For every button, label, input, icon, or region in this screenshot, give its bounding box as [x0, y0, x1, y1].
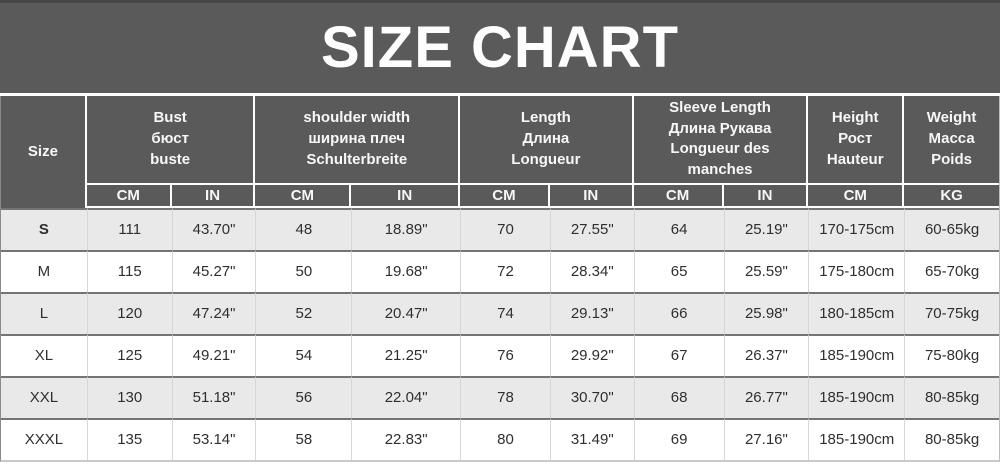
column-header-sleeve-length: Sleeve Length Длина Рукава Longueur des … [633, 96, 809, 183]
size-chart-table: Size Bust бюст buste shoulder width шири… [0, 96, 1000, 462]
bust-cm-cell: 120 [86, 291, 172, 334]
sleeve-cm-cell: 65 [633, 249, 724, 292]
weight-cell: 80-85kg [904, 375, 999, 418]
weight-cell: 70-75kg [904, 291, 999, 334]
unit-header-length-in: IN [549, 182, 634, 208]
unit-header-bust-cm: CM [86, 182, 172, 208]
shoulder-cm-cell: 48 [255, 207, 352, 250]
shoulder-in-cell: 22.04" [351, 375, 461, 418]
sleeve-in-cell: 25.98" [723, 291, 809, 334]
column-header-length: Length Длина Longueur [460, 96, 634, 183]
height-cell: 185-190cm [808, 375, 905, 418]
size-cell: M [1, 249, 87, 292]
length-in-cell: 27.55" [549, 207, 634, 250]
bust-in-cell: 45.27" [171, 249, 256, 292]
table-row: S 111 43.70" 48 18.89" 70 27.55" 64 25.1… [1, 207, 999, 250]
unit-header-weight-kg: KG [904, 182, 999, 208]
shoulder-cm-cell: 52 [255, 291, 352, 334]
shoulder-cm-cell: 56 [255, 375, 352, 418]
sleeve-in-cell: 26.77" [723, 375, 809, 418]
height-cell: 180-185cm [808, 291, 905, 334]
bust-cm-cell: 125 [86, 333, 172, 376]
bust-cm-cell: 111 [86, 207, 172, 250]
sleeve-in-cell: 27.16" [723, 417, 809, 460]
length-cm-cell: 76 [460, 333, 550, 376]
sleeve-cm-cell: 67 [633, 333, 724, 376]
size-cell: L [1, 291, 87, 334]
sleeve-in-cell: 26.37" [723, 333, 809, 376]
table-header: Size Bust бюст buste shoulder width шири… [1, 96, 999, 208]
shoulder-cm-cell: 50 [255, 249, 352, 292]
column-header-bust: Bust бюст buste [86, 96, 256, 183]
weight-cell: 65-70kg [904, 249, 999, 292]
table-row: XXL 130 51.18" 56 22.04" 78 30.70" 68 26… [1, 375, 999, 418]
length-cm-cell: 80 [460, 417, 550, 460]
length-cm-cell: 70 [460, 207, 550, 250]
height-cell: 170-175cm [808, 207, 905, 250]
sleeve-cm-cell: 64 [633, 207, 724, 250]
unit-header-shoulder-cm: CM [255, 182, 352, 208]
table-row: M 115 45.27" 50 19.68" 72 28.34" 65 25.5… [1, 249, 999, 292]
units-header-row: CM IN CM IN CM IN CM IN CM KG [1, 182, 999, 208]
length-cm-cell: 78 [460, 375, 550, 418]
unit-header-shoulder-in: IN [351, 182, 461, 208]
group-header-row: Size Bust бюст buste shoulder width шири… [1, 96, 999, 208]
size-cell: S [1, 207, 87, 250]
size-cell: XXL [1, 375, 87, 418]
page-title: SIZE CHART [321, 15, 679, 80]
unit-header-length-cm: CM [460, 182, 550, 208]
sleeve-cm-cell: 69 [633, 417, 724, 460]
height-cell: 185-190cm [808, 333, 905, 376]
bust-in-cell: 47.24" [171, 291, 256, 334]
weight-cell: 60-65kg [904, 207, 999, 250]
shoulder-in-cell: 18.89" [351, 207, 461, 250]
column-header-size: Size [1, 96, 87, 208]
length-in-cell: 30.70" [549, 375, 634, 418]
bust-in-cell: 43.70" [171, 207, 256, 250]
shoulder-cm-cell: 58 [255, 417, 352, 460]
shoulder-in-cell: 19.68" [351, 249, 461, 292]
bust-in-cell: 49.21" [171, 333, 256, 376]
length-in-cell: 28.34" [549, 249, 634, 292]
length-cm-cell: 74 [460, 291, 550, 334]
size-cell: XL [1, 333, 87, 376]
unit-header-sleeve-in: IN [723, 182, 809, 208]
bust-in-cell: 51.18" [171, 375, 256, 418]
size-cell: XXXL [1, 417, 87, 460]
sleeve-in-cell: 25.19" [723, 207, 809, 250]
sleeve-in-cell: 25.59" [723, 249, 809, 292]
length-cm-cell: 72 [460, 249, 550, 292]
bust-cm-cell: 130 [86, 375, 172, 418]
table-row: L 120 47.24" 52 20.47" 74 29.13" 66 25.9… [1, 291, 999, 334]
weight-cell: 75-80kg [904, 333, 999, 376]
height-cell: 185-190cm [808, 417, 905, 460]
length-in-cell: 31.49" [549, 417, 634, 460]
column-header-weight: Weight Масса Poids [904, 96, 999, 183]
shoulder-in-cell: 22.83" [351, 417, 461, 460]
unit-header-bust-in: IN [171, 182, 256, 208]
table-row: XXXL 135 53.14" 58 22.83" 80 31.49" 69 2… [1, 417, 999, 460]
shoulder-cm-cell: 54 [255, 333, 352, 376]
bust-in-cell: 53.14" [171, 417, 256, 460]
title-banner: SIZE CHART [0, 0, 1000, 96]
length-in-cell: 29.92" [549, 333, 634, 376]
height-cell: 175-180cm [808, 249, 905, 292]
shoulder-in-cell: 21.25" [351, 333, 461, 376]
length-in-cell: 29.13" [549, 291, 634, 334]
unit-header-sleeve-cm: CM [633, 182, 724, 208]
unit-header-height-cm: CM [808, 182, 905, 208]
sleeve-cm-cell: 68 [633, 375, 724, 418]
table-row: XL 125 49.21" 54 21.25" 76 29.92" 67 26.… [1, 333, 999, 376]
shoulder-in-cell: 20.47" [351, 291, 461, 334]
column-header-height: Height Рост Hauteur [808, 96, 905, 183]
table-body: S 111 43.70" 48 18.89" 70 27.55" 64 25.1… [1, 207, 999, 460]
column-header-shoulder-width: shoulder width ширина плеч Schulterbreit… [255, 96, 461, 183]
weight-cell: 80-85kg [904, 417, 999, 460]
bust-cm-cell: 135 [86, 417, 172, 460]
sleeve-cm-cell: 66 [633, 291, 724, 334]
bust-cm-cell: 115 [86, 249, 172, 292]
